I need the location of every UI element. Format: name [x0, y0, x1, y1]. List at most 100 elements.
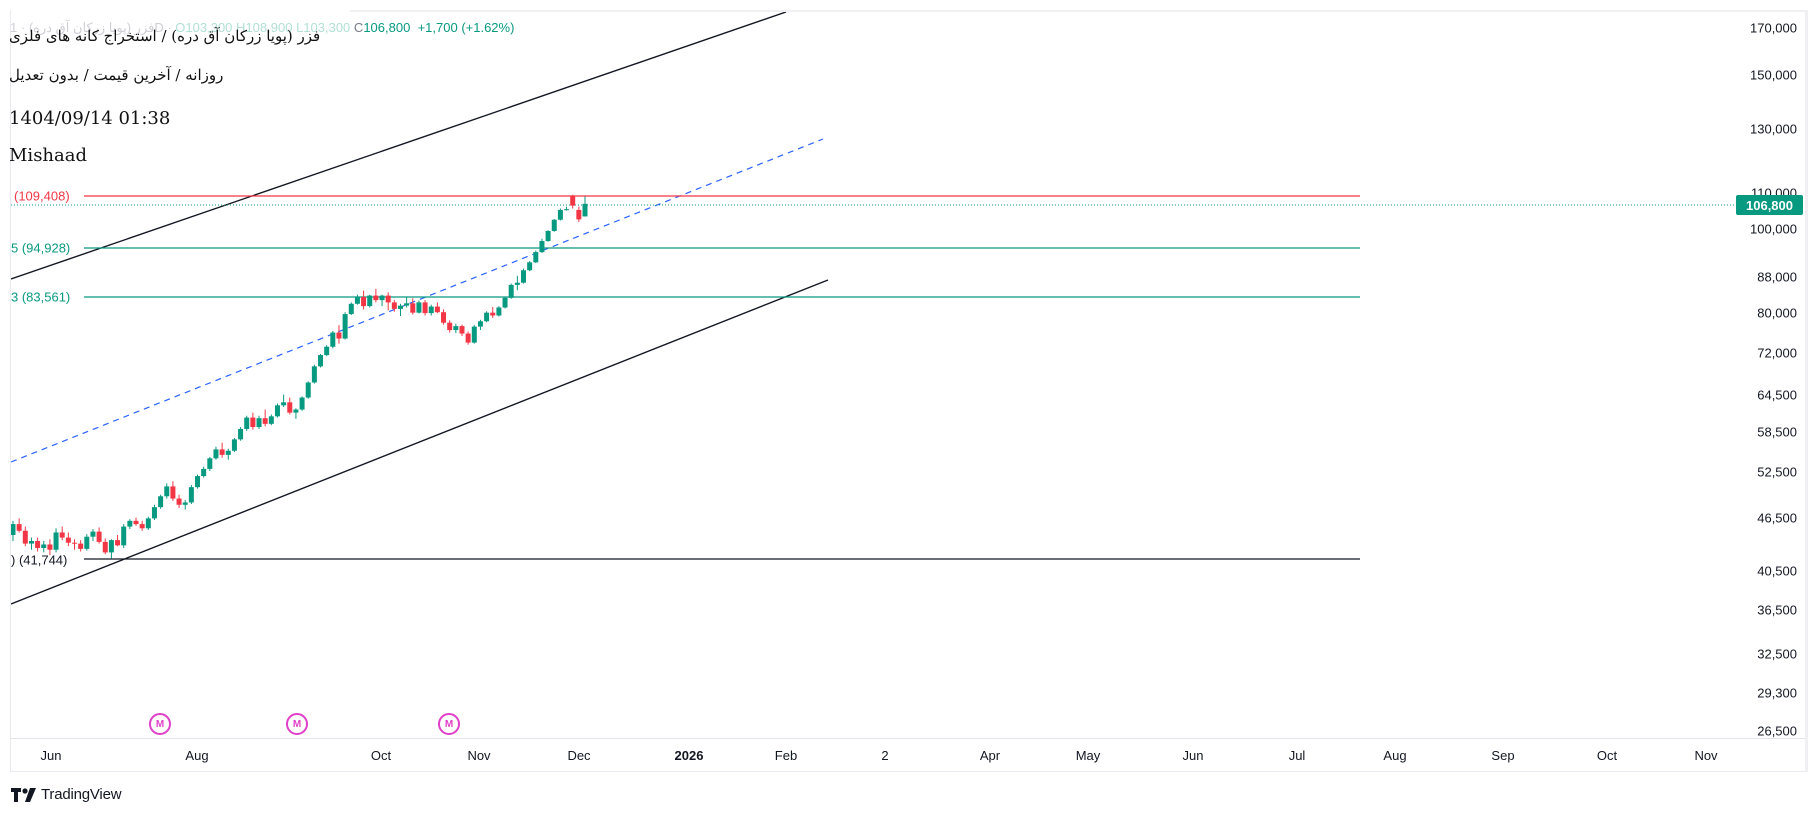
- price-axis[interactable]: 170,000 150,000 130,000 110,000 100,000 88,00…: [1736, 12, 1805, 739]
- candle: [391, 302, 397, 309]
- candle: [16, 524, 22, 531]
- candle: [311, 366, 317, 383]
- candle: [139, 524, 145, 529]
- time-tick: Aug: [1383, 748, 1407, 763]
- candle: [170, 486, 176, 499]
- level-label-94928: 5 (94,928): [11, 240, 71, 256]
- candle: [490, 312, 496, 316]
- tradingview-brand-text: TradingView: [41, 786, 122, 803]
- price-tick: 36,500: [1757, 602, 1797, 618]
- candle: [121, 526, 127, 546]
- time-tick: Dec: [567, 748, 591, 763]
- time-tick: Oct: [1596, 748, 1618, 763]
- price-axis-border: [1805, 10, 1808, 772]
- candle: [195, 476, 201, 488]
- legend-high: 108,900: [245, 20, 293, 35]
- price-tick: 72,000: [1757, 345, 1797, 361]
- candle: [539, 241, 545, 253]
- candle: [385, 295, 391, 303]
- legend-close-label: C: [353, 20, 364, 35]
- candle: [404, 303, 410, 306]
- price-tick: 40,500: [1757, 563, 1797, 579]
- candle: [514, 282, 520, 285]
- candle: [207, 458, 213, 469]
- candle: [287, 402, 293, 413]
- channel-lower-line[interactable]: [11, 279, 829, 605]
- level-label-109408: (109,408): [14, 188, 70, 204]
- channel-upper-line[interactable]: [11, 12, 787, 280]
- price-tick: 46,500: [1757, 510, 1797, 526]
- candle: [268, 416, 274, 424]
- chart-title: فزر (پویا زرکان آق دره) / استخراج کانه ه…: [9, 27, 321, 45]
- candle: [59, 532, 65, 538]
- candle: [176, 498, 182, 505]
- candle: [231, 439, 237, 451]
- candle: [219, 449, 225, 455]
- channel-median-dashed-line[interactable]: [11, 138, 824, 463]
- candle: [78, 543, 84, 549]
- price-tick: 80,000: [1757, 305, 1797, 321]
- chart-plot-area[interactable]: [11, 12, 1736, 738]
- time-tick: Jun: [40, 748, 62, 763]
- price-tick: 130,000: [1750, 121, 1797, 137]
- candle: [416, 302, 422, 313]
- candle: [35, 540, 41, 548]
- candle: [533, 252, 539, 263]
- candle: [367, 295, 373, 307]
- candle: [90, 531, 96, 537]
- candle: [477, 321, 483, 327]
- candle: [305, 382, 311, 398]
- time-tick: Jun: [1182, 748, 1204, 763]
- candle: [274, 405, 280, 417]
- candle: [422, 302, 428, 314]
- level-label-41744: ) (41,744): [11, 552, 68, 568]
- price-tick: 58,500: [1757, 424, 1797, 440]
- time-tick: Aug: [185, 748, 209, 763]
- candle: [324, 346, 330, 356]
- candle: [108, 540, 114, 553]
- candle: [397, 305, 403, 309]
- price-tick: 29,300: [1757, 685, 1797, 701]
- legend-change: +1,700: [417, 20, 458, 35]
- price-tick: 170,000: [1750, 20, 1797, 36]
- candle: [182, 502, 188, 505]
- candle: [576, 209, 582, 220]
- tradingview-branding[interactable]: TradingView: [11, 786, 122, 803]
- candle: [502, 297, 508, 308]
- legend-change-pct: (+1.62%): [461, 20, 515, 35]
- candle: [330, 332, 336, 347]
- legend-interval: 1D: [10, 20, 164, 35]
- candle: [570, 196, 576, 206]
- time-tick: 2: [881, 748, 889, 763]
- time-axis[interactable]: Jun Aug Oct Nov Dec 2026 Feb 2 Apr May Jun Jul Aug Se…: [11, 738, 1805, 772]
- candle: [151, 507, 157, 519]
- legend-low: 103,300: [303, 20, 351, 35]
- time-tick: Oct: [370, 748, 392, 763]
- legend-low-label: L: [296, 20, 304, 35]
- time-tick: 2026: [674, 748, 704, 763]
- price-tick: 52,500: [1757, 464, 1797, 480]
- candle: [354, 296, 360, 304]
- marker-m-1[interactable]: M: [149, 713, 171, 735]
- legend-high-label: H: [236, 20, 246, 35]
- candle: [238, 428, 244, 440]
- candle: [465, 333, 471, 343]
- time-tick: Feb: [774, 748, 798, 763]
- candle: [127, 520, 133, 527]
- candle: [225, 450, 231, 455]
- candle: [65, 537, 71, 543]
- candle: [484, 312, 490, 322]
- candle: [53, 532, 59, 550]
- candle: [281, 402, 287, 406]
- candle: [115, 540, 121, 546]
- time-tick: Apr: [979, 748, 1001, 763]
- marker-m-3[interactable]: M: [438, 713, 460, 735]
- candle: [213, 449, 219, 459]
- candle: [447, 322, 453, 331]
- candle: [545, 230, 551, 242]
- marker-m-2[interactable]: M: [286, 713, 308, 735]
- chart-top-border: [350, 10, 1806, 12]
- candle: [41, 544, 47, 548]
- price-tick: 64,500: [1757, 387, 1797, 403]
- candle: [28, 540, 34, 544]
